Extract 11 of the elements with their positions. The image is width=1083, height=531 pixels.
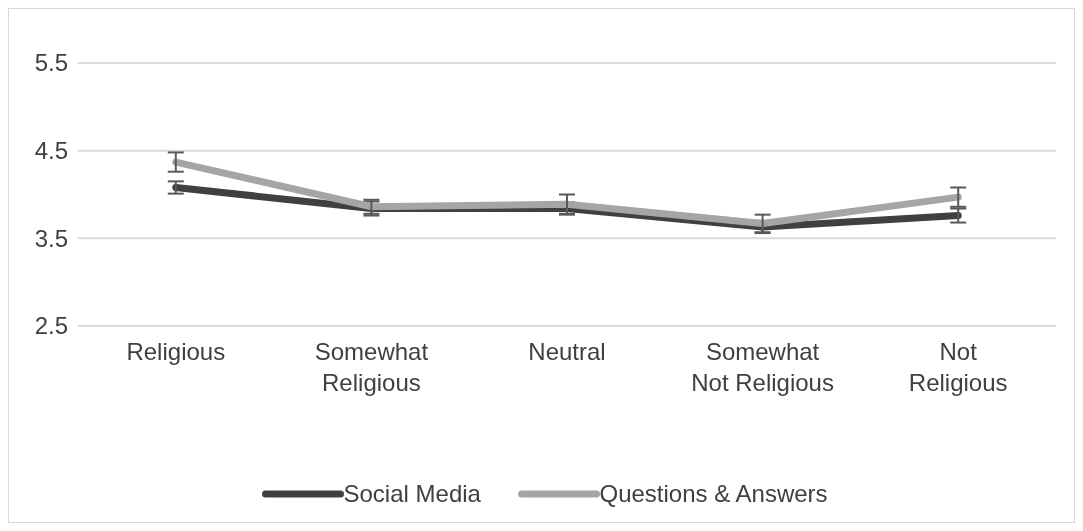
legend-label: Social Media [343, 480, 482, 508]
x-tick-label: Not Religious [908, 338, 1008, 396]
legend-label: Questions & Answers [599, 480, 828, 508]
x-tick-label: Somewhat Religious [314, 338, 429, 396]
y-tick-label: 4.5 [34, 137, 68, 165]
x-tick-label: Religious [126, 338, 226, 365]
y-tick-label: 2.5 [34, 312, 68, 340]
y-tick-label: 5.5 [34, 49, 68, 77]
x-tick-label: Somewhat Not Religious [691, 338, 834, 396]
y-tick-label: 3.5 [34, 224, 68, 252]
x-tick-label: Neutral [528, 338, 606, 365]
